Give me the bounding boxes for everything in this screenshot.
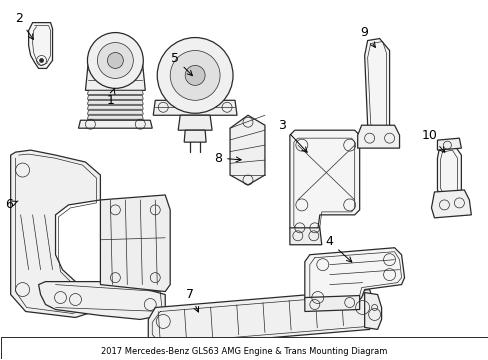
Polygon shape: [229, 115, 264, 185]
Circle shape: [107, 53, 123, 68]
Text: 6: 6: [5, 198, 18, 211]
Polygon shape: [11, 150, 100, 318]
Polygon shape: [100, 195, 170, 292]
Polygon shape: [87, 105, 143, 109]
Polygon shape: [364, 293, 381, 329]
Polygon shape: [437, 138, 461, 150]
Polygon shape: [148, 289, 374, 347]
Polygon shape: [29, 23, 52, 68]
Polygon shape: [87, 110, 143, 114]
Polygon shape: [87, 90, 143, 94]
Polygon shape: [437, 145, 461, 200]
Circle shape: [157, 37, 233, 113]
Polygon shape: [78, 120, 152, 128]
Polygon shape: [178, 115, 212, 130]
Text: 8: 8: [214, 152, 241, 165]
Polygon shape: [87, 95, 143, 99]
Polygon shape: [289, 130, 359, 235]
Polygon shape: [289, 228, 321, 245]
Polygon shape: [39, 282, 165, 319]
Text: 7: 7: [186, 288, 198, 312]
Circle shape: [185, 66, 204, 85]
Circle shape: [40, 58, 43, 62]
Polygon shape: [184, 130, 205, 142]
Circle shape: [170, 50, 220, 100]
Bar: [0, 337, 488, 359]
Text: 2: 2: [15, 12, 33, 39]
Polygon shape: [304, 248, 404, 307]
Text: 4: 4: [325, 235, 351, 262]
Circle shape: [87, 32, 143, 88]
Text: 5: 5: [171, 52, 192, 76]
Polygon shape: [153, 100, 237, 115]
Text: 10: 10: [421, 129, 444, 152]
Polygon shape: [85, 60, 145, 90]
Circle shape: [97, 42, 133, 78]
Text: 9: 9: [360, 26, 375, 48]
Polygon shape: [304, 296, 359, 311]
Polygon shape: [87, 100, 143, 104]
Text: 3: 3: [277, 119, 306, 152]
Text: 2017 Mercedes-Benz GLS63 AMG Engine & Trans Mounting Diagram: 2017 Mercedes-Benz GLS63 AMG Engine & Tr…: [101, 347, 386, 356]
Polygon shape: [364, 39, 389, 138]
Polygon shape: [357, 125, 399, 148]
Text: 1: 1: [106, 88, 115, 107]
Polygon shape: [430, 190, 470, 218]
Polygon shape: [87, 115, 143, 119]
